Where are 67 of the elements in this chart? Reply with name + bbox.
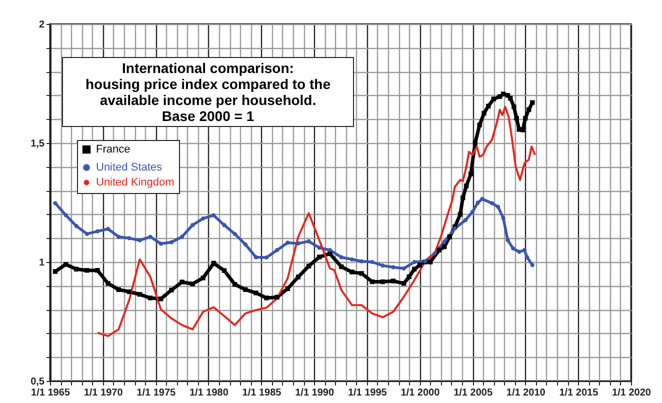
point	[339, 255, 344, 260]
point	[476, 200, 480, 205]
point	[296, 241, 300, 246]
point	[127, 236, 132, 240]
point	[360, 259, 364, 264]
point	[530, 263, 534, 268]
legend-label: United Kingdom	[96, 176, 174, 188]
point	[432, 251, 437, 256]
point	[95, 229, 100, 234]
y-tick-label: 1,5	[30, 138, 45, 150]
y-tick-label: 1	[38, 258, 45, 268]
point	[190, 223, 195, 228]
x-tick-label: 1/1 1990	[295, 388, 334, 398]
point	[328, 248, 332, 252]
point	[525, 255, 530, 260]
x-tick-label: 1/1 2020	[612, 388, 652, 398]
point	[264, 255, 269, 260]
legend-label: United States	[96, 162, 163, 174]
point	[275, 248, 280, 252]
x-tick-label: 1/1 2015	[559, 388, 599, 398]
point	[212, 213, 216, 218]
point	[106, 226, 110, 231]
point	[442, 240, 446, 244]
point	[463, 218, 468, 222]
point	[490, 201, 494, 206]
x-tick-label: 1/1 1970	[84, 388, 124, 398]
point	[222, 223, 226, 228]
y-tick-label: 2	[38, 20, 45, 30]
point	[286, 240, 290, 245]
point	[74, 224, 78, 228]
point	[169, 240, 174, 244]
x-tick-label: 1/1 1980	[189, 388, 229, 398]
x-tick-label: 1/1 1975	[136, 388, 176, 398]
point	[370, 260, 374, 264]
x-tick-label: 1/1 2000	[400, 388, 440, 398]
x-tick-label: 1/1 2010	[506, 388, 546, 398]
point	[84, 232, 89, 236]
point	[243, 242, 248, 246]
point	[306, 239, 311, 244]
x-tick-label: 1/1 1965	[31, 388, 70, 398]
point	[317, 246, 322, 250]
point	[116, 234, 121, 239]
y-tick-label: 0,5	[30, 376, 45, 388]
point	[496, 204, 500, 209]
point	[380, 264, 385, 268]
point	[148, 234, 152, 239]
point	[470, 210, 475, 214]
point	[501, 216, 506, 220]
legend-label: France	[96, 144, 130, 156]
point	[350, 257, 354, 262]
x-tick-label: 1/1 1995	[348, 388, 388, 398]
point	[180, 234, 184, 239]
point	[138, 238, 142, 242]
point	[391, 265, 396, 270]
point	[53, 201, 58, 206]
point	[402, 266, 406, 270]
point	[64, 213, 68, 218]
point	[232, 232, 237, 236]
point	[510, 246, 516, 250]
point	[506, 238, 510, 242]
point	[412, 260, 416, 264]
x-tick-label: 1/1 1985	[242, 388, 282, 398]
point	[201, 216, 206, 221]
point	[517, 250, 522, 254]
x-tick-label: 1/1 2005	[454, 388, 493, 398]
line-series	[53, 196, 534, 270]
point	[158, 242, 163, 246]
